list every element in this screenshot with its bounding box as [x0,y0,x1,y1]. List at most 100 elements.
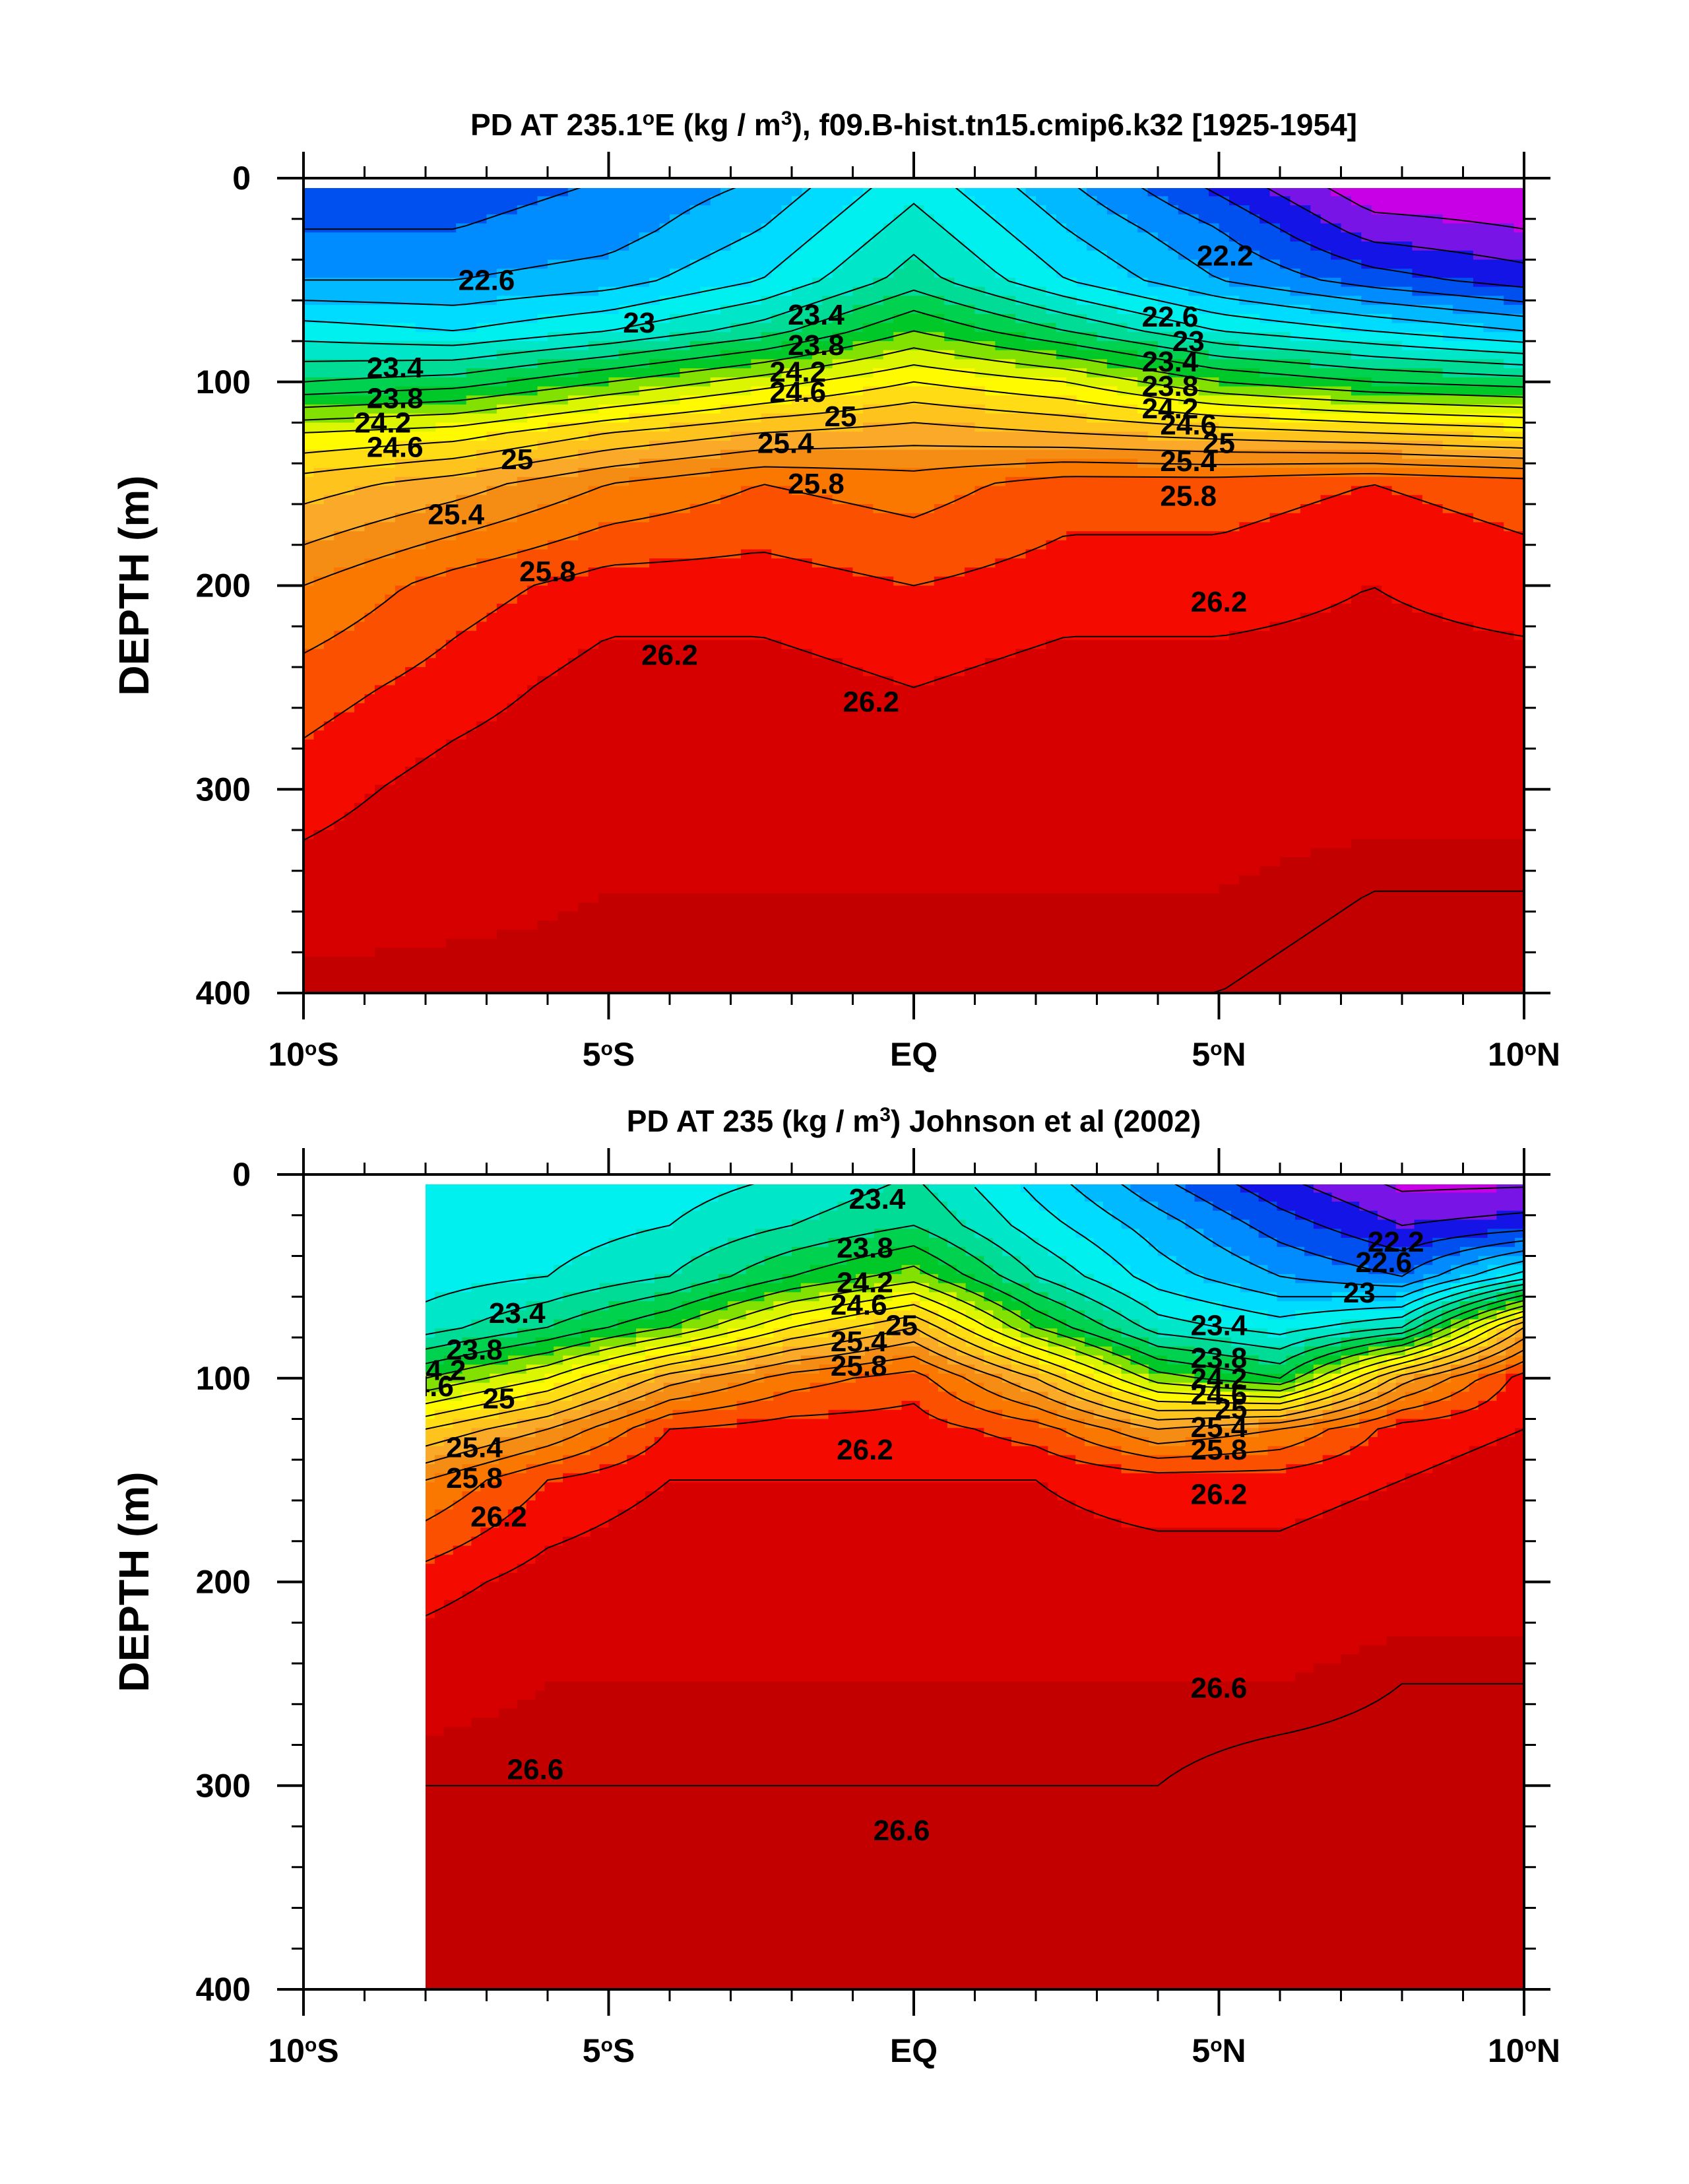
density-cell [1371,350,1382,360]
density-cell [1351,513,1362,523]
density-cell [1320,422,1331,433]
density-cell [629,313,640,324]
density-cell [1066,196,1077,206]
density-cell [507,259,518,270]
density-cell [303,504,315,514]
density-cell [1228,323,1240,333]
density-cell [1015,205,1027,215]
density-cell [1127,522,1138,532]
density-cell [903,404,914,414]
density-cell [751,449,762,460]
density-cell [700,214,711,224]
density-cell [303,432,315,441]
density-cell [426,449,437,460]
density-cell [567,341,579,351]
density-cell [588,549,599,560]
density-cell [435,395,447,405]
density-cell [1158,296,1169,305]
density-cell [486,313,497,324]
density-cell [426,259,437,270]
density-cell [1259,476,1271,487]
density-cell [558,269,569,278]
density-cell [476,178,487,188]
density-cell [385,449,396,460]
density-cell [751,341,762,351]
density-cell [1117,486,1128,496]
density-cell [974,459,986,468]
density-cell [486,350,497,360]
density-cell [995,341,1006,351]
density-cell [486,476,497,487]
density-cell [527,359,538,369]
density-cell [1432,540,1444,550]
density-cell [1158,386,1169,397]
density-cell [1158,350,1169,360]
density-cell [720,459,732,468]
density-cell [781,513,792,523]
density-cell [995,476,1006,487]
density-cell [323,350,335,360]
density-cell [802,413,813,424]
density-cell [812,476,823,487]
density-cell [1036,178,1046,188]
density-cell [1036,205,1047,215]
density-cell [323,196,335,206]
density-cell [1382,413,1393,424]
density-cell [1046,232,1057,242]
density-cell [578,522,589,532]
density-cell [812,286,823,297]
density-cell [1504,178,1514,188]
density-cell [558,196,569,206]
density-cell [1371,305,1382,315]
density-cell [1219,395,1230,405]
density-cell [1432,413,1444,424]
density-cell [1371,296,1382,305]
density-cell [1066,449,1077,460]
density-cell [608,440,620,451]
density-cell [720,332,732,342]
density-cell [771,495,782,505]
density-cell [344,422,355,433]
density-cell [558,368,569,378]
density-cell [1087,504,1098,514]
density-cell [618,259,630,270]
density-cell [303,196,315,206]
density-cell [1087,259,1098,270]
density-cell [456,476,467,487]
density-cell [720,404,732,414]
density-cell [1361,531,1372,541]
density-cell [1382,332,1393,342]
density-cell [1168,178,1178,188]
density-cell [1178,332,1190,342]
density-cell [507,449,518,460]
density-cell [1402,377,1413,387]
density-cell [496,332,508,342]
density-cell [802,269,813,278]
density-cell [1351,332,1362,342]
density-cell [1249,323,1260,333]
density-cell [954,459,965,468]
density-cell [639,449,650,460]
density-cell [1269,205,1281,215]
density-cell [1493,188,1504,197]
density-cell [903,296,914,305]
density-cell [1005,205,1016,215]
density-cell [415,350,426,360]
density-cell [303,286,315,297]
density-cell [1005,241,1016,251]
density-cell [1351,250,1362,261]
density-cell [1422,223,1434,234]
density-cell [1025,495,1036,505]
density-cell [670,449,681,460]
density-cell [496,386,508,397]
density-cell [984,377,996,387]
density-cell [1158,486,1169,496]
density-cell [618,495,630,505]
density-cell [883,531,894,541]
density-cell [1250,178,1260,188]
density-cell [558,250,569,261]
density-cell [1504,205,1515,215]
density-cell [914,413,925,424]
density-cell [1015,495,1027,505]
density-cell [364,250,375,261]
